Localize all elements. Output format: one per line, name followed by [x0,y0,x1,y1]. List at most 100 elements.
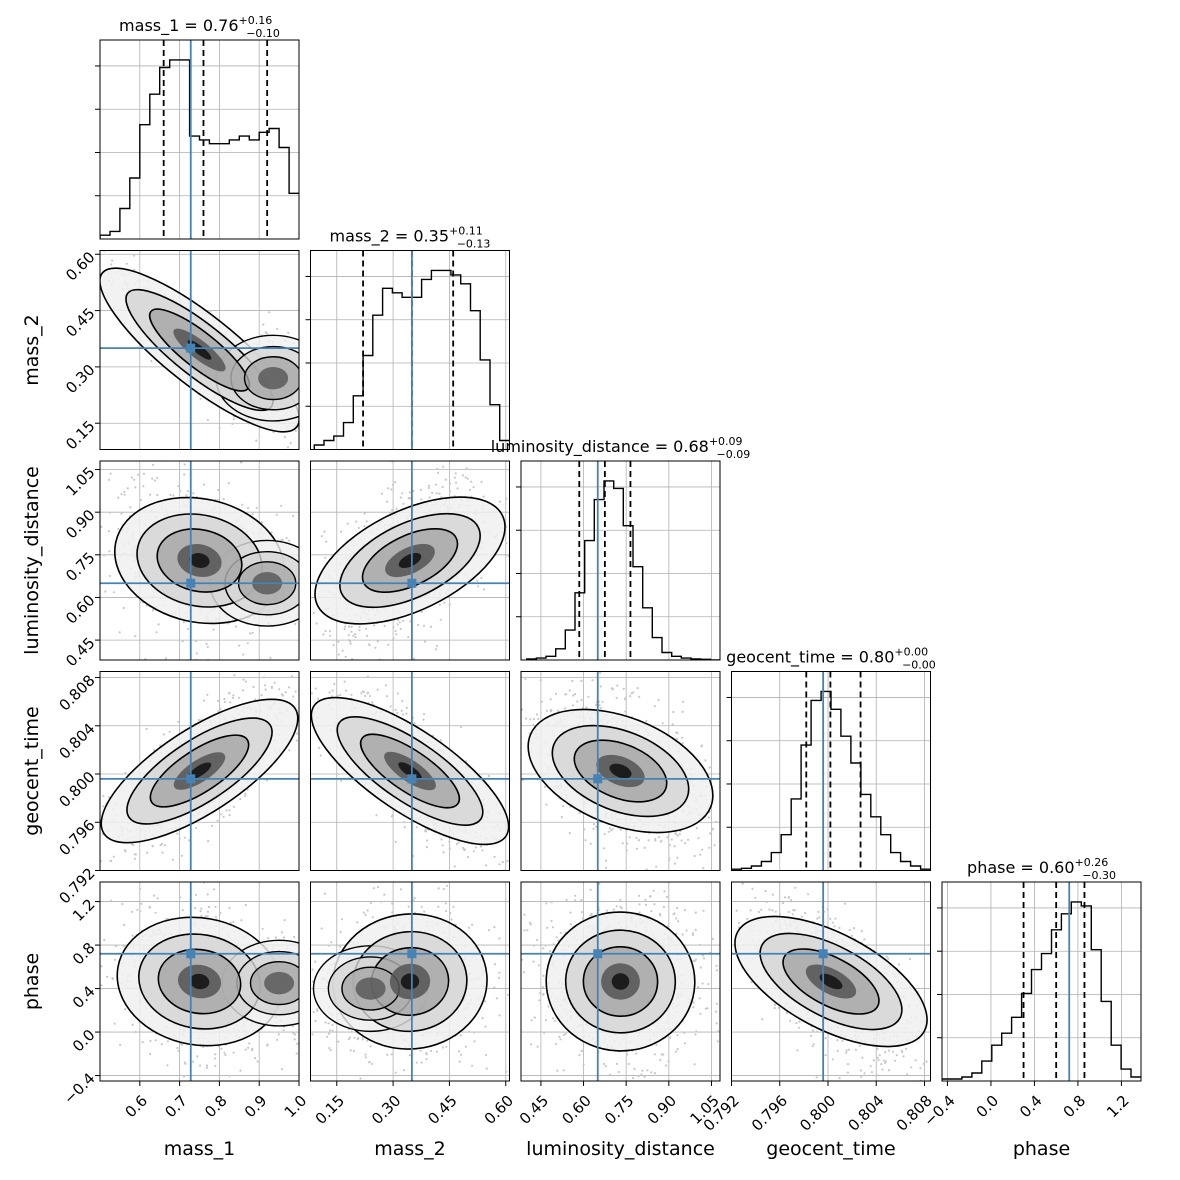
sample-point [605,866,608,869]
sample-point [107,530,111,533]
sample-point [294,686,296,688]
sample-point [625,849,628,852]
sample-point [146,851,149,854]
sample-point [311,443,313,445]
sample-point [123,490,126,493]
sample-point [518,523,520,525]
sample-point [489,707,491,709]
sample-point [246,642,249,645]
sample-point [672,710,675,714]
sample-point [288,539,291,542]
sample-point [222,498,225,501]
sample-point [632,691,635,694]
sample-point [536,475,538,477]
sample-point [301,558,303,560]
sample-point [104,590,107,593]
sample-point [149,493,152,496]
sample-point [130,476,133,479]
sample-point [195,826,198,830]
sample-point [599,685,602,688]
sample-point [437,471,440,474]
sample-point [239,798,242,801]
sample-point [468,488,472,491]
sample-point [396,711,399,715]
sample-point [319,754,322,757]
sample-point [177,485,180,488]
sample-point [295,739,298,742]
sample-point [448,840,451,843]
sample-point [186,489,189,493]
sample-point [448,847,451,850]
sample-point [626,842,629,845]
sample-point [108,550,111,553]
sample-point [233,674,236,677]
sample-point [394,481,397,484]
sample-point [232,805,236,808]
sample-point [227,482,230,485]
sample-point [505,525,508,528]
sample-point [302,408,304,410]
sample-point [120,493,123,496]
sample-point [376,688,379,691]
truth-marker [186,578,196,588]
sample-point [389,511,392,514]
sample-point [300,370,302,372]
sample-point [294,690,297,693]
sample-point [603,833,606,836]
sample-point [142,485,145,488]
sample-point [153,748,156,752]
sample-point [448,482,452,485]
sample-point [493,855,496,859]
sample-point [250,446,252,448]
sample-point [221,665,223,667]
sample-point [183,463,186,466]
sample-point [240,461,243,464]
sample-point [453,865,456,868]
sample-point [149,457,151,459]
sample-point [183,473,186,476]
sample-point [251,631,254,635]
sample-point [217,699,220,702]
sample-point [506,860,509,863]
sample-point [264,684,267,687]
sample-point [118,631,121,634]
sample-point [199,397,202,400]
sample-point [152,463,155,466]
sample-point [341,649,344,652]
sample-point [427,484,431,487]
sample-point [241,689,245,692]
sample-point [159,844,162,847]
sample-point [182,621,185,624]
sample-point [307,618,309,620]
sample-point [460,725,463,729]
sample-point [194,639,198,643]
sample-point [568,831,571,835]
sample-point [441,485,444,489]
sample-point [539,679,542,682]
sample-point [412,489,415,492]
sample-point [307,678,309,680]
panel-frame [310,460,510,661]
sample-point [102,794,105,798]
sample-point [424,435,426,437]
sample-point [151,844,154,848]
sample-point [223,700,226,704]
sample-point [137,473,140,476]
sample-point [525,855,527,857]
sample-point [265,779,268,782]
sample-point [108,574,111,578]
sample-point [420,498,423,501]
sample-point [280,693,284,696]
sample-point [301,717,303,719]
sample-point [336,694,339,698]
sample-point [225,809,228,812]
sample-point [311,592,313,594]
sample-point [565,693,568,696]
sample-point [323,530,326,533]
sample-point [480,576,483,580]
sample-point [307,593,309,595]
sample-point [438,492,441,495]
sample-point [301,719,303,721]
sample-point [304,596,306,598]
sample-point [511,505,513,507]
